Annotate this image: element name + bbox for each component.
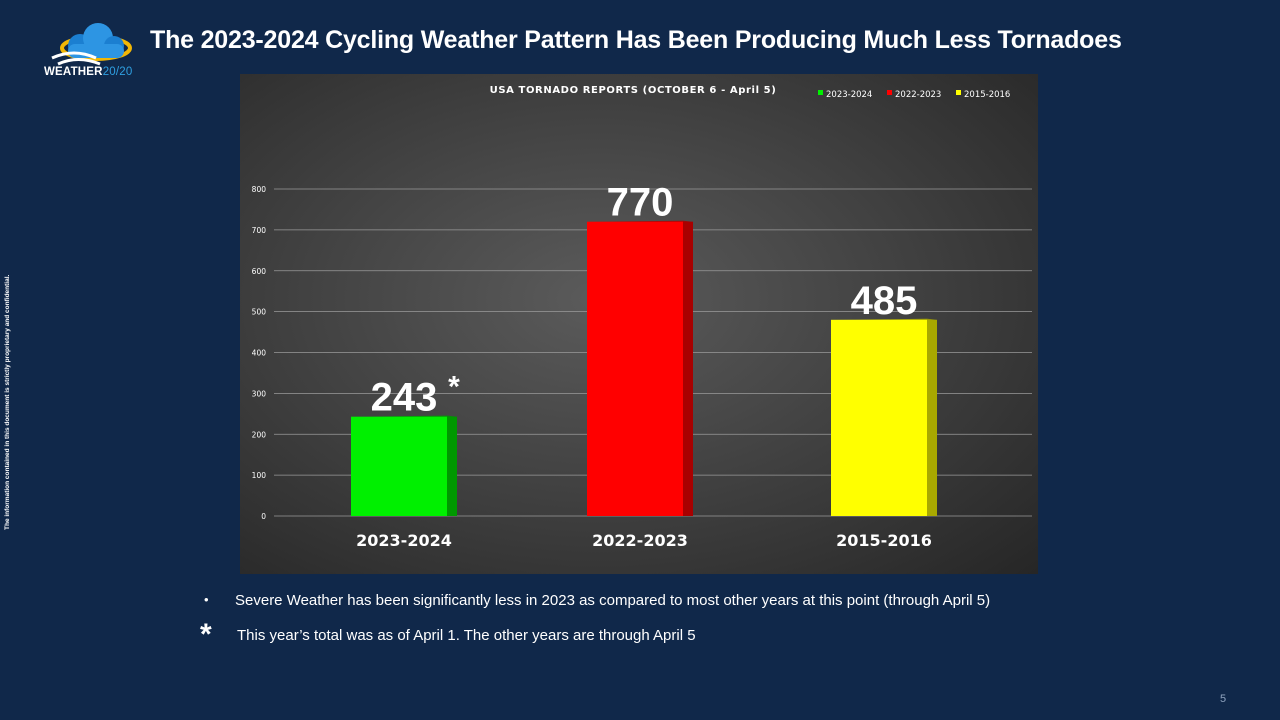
- page-number: 5: [1220, 693, 1227, 705]
- y-tick-label: 200: [252, 430, 267, 439]
- bar-side: [927, 319, 937, 516]
- slide-title: The 2023-2024 Cycling Weather Pattern Ha…: [150, 26, 1122, 54]
- y-tick-label: 100: [252, 471, 267, 480]
- bar: [351, 416, 447, 516]
- y-tick-label: 400: [252, 349, 267, 358]
- x-tick-label: 2022-2023: [592, 531, 688, 550]
- weather2020-logo-icon: [51, 23, 132, 66]
- y-tick-label: 800: [252, 185, 267, 194]
- bullet-marker: •: [204, 592, 209, 607]
- asterisk-marker: *: [200, 618, 212, 651]
- legend-label: 2023-2024: [826, 90, 872, 100]
- y-tick-label: 500: [252, 308, 267, 317]
- bar-top: [831, 318, 937, 320]
- tornado-bar-chart: USA TORNADO REPORTS (OCTOBER 6 - April 5…: [240, 74, 1038, 574]
- data-label: 485: [851, 279, 918, 323]
- confidentiality-note: The information contained in this docume…: [4, 274, 11, 530]
- x-tick-label: 2015-2016: [836, 531, 932, 550]
- note-bullet-2: This year’s total was as of April 1. The…: [237, 627, 696, 644]
- data-label: 770: [607, 181, 674, 225]
- bar-side: [447, 416, 457, 516]
- legend-swatch: [818, 90, 823, 95]
- bar-top: [351, 415, 457, 417]
- y-tick-label: 700: [252, 226, 267, 235]
- bar: [587, 221, 683, 516]
- y-tick-label: 300: [252, 389, 267, 398]
- logo-wordmark: WEATHER20/20: [44, 66, 133, 78]
- x-tick-label: 2023-2024: [356, 531, 452, 550]
- note-bullet-1: Severe Weather has been significantly le…: [235, 592, 991, 609]
- legend-swatch: [956, 90, 961, 95]
- chart-title: USA TORNADO REPORTS (OCTOBER 6 - April 5…: [490, 85, 777, 96]
- bar-top: [587, 220, 693, 222]
- bar-side: [683, 221, 693, 516]
- data-label: 243: [371, 376, 438, 420]
- data-label-asterisk: *: [448, 371, 460, 404]
- legend-label: 2015-2016: [964, 90, 1010, 100]
- chart-canvas: USA TORNADO REPORTS (OCTOBER 6 - April 5…: [252, 85, 1032, 550]
- bar: [831, 319, 927, 516]
- legend-swatch: [887, 90, 892, 95]
- y-tick-label: 0: [261, 512, 266, 521]
- y-tick-label: 600: [252, 267, 267, 276]
- legend-label: 2022-2023: [895, 90, 941, 100]
